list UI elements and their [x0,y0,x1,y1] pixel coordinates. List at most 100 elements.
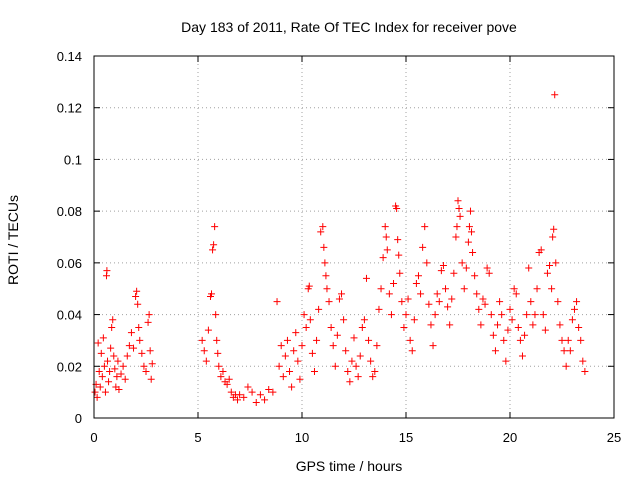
data-point [377,285,385,293]
data-point [406,336,414,344]
data-point [252,398,260,406]
data-point [465,223,473,231]
y-tick-label: 0.06 [57,256,82,271]
data-point [121,375,129,383]
data-point [496,298,504,306]
data-point [348,357,356,365]
data-point [537,246,545,254]
y-axis-label: ROTI / TECUs [5,195,21,285]
data-point [108,324,116,331]
data-point [381,223,389,231]
data-point [521,331,529,339]
data-point [211,223,219,231]
plot-frame [93,55,615,419]
data-point [358,324,366,331]
data-point [464,238,472,246]
x-tick-label: 5 [194,430,201,445]
data-point [554,298,562,306]
data-point [408,347,416,355]
data-point [98,373,106,381]
data-point [512,290,520,298]
data-point [317,228,325,236]
data-point [110,352,118,360]
data-point [198,336,206,344]
data-point [570,305,578,313]
data-point [562,362,570,370]
data-point [200,347,208,355]
data-point [429,342,437,350]
data-point [277,342,285,350]
data-point [523,311,531,319]
data-point [455,205,463,213]
data-point [375,305,383,313]
data-point [382,233,390,241]
data-point [448,295,456,303]
data-point [466,207,474,215]
data-point [146,347,154,355]
data-point [579,357,587,365]
data-point [460,285,468,293]
data-point [550,225,558,233]
data-point [469,249,477,257]
data-point [329,342,337,350]
data-point [99,334,107,342]
data-point [387,311,395,319]
data-point [494,321,502,329]
data-point [133,287,141,295]
data-point [109,316,117,324]
data-point [508,316,516,324]
data-point [452,233,460,241]
data-point [566,347,574,355]
chart-title: Day 183 of 2011, Rate Of TEC Index for r… [181,19,517,35]
data-point [498,311,506,319]
data-point [373,342,381,350]
data-point [261,396,269,404]
data-point [93,393,101,401]
data-point [302,324,310,331]
data-point [147,375,155,383]
data-point [564,336,572,344]
data-point [477,321,485,329]
data-point [506,305,514,313]
data-point [518,352,526,360]
data-point [437,267,445,275]
data-point [362,274,370,282]
y-tick-label: 0 [75,411,82,426]
data-point [560,347,568,355]
data-point [256,391,264,399]
data-point [502,357,510,365]
data-point [214,349,222,357]
data-point [425,300,433,308]
data-point [504,326,512,334]
data-point [531,311,539,319]
data-point [140,362,148,370]
data-point [114,357,122,365]
data-point [475,305,483,313]
data-points [91,91,589,406]
data-point [248,388,256,396]
data-point [395,251,403,259]
data-point [138,349,146,357]
data-point [296,375,304,383]
data-point [322,272,330,280]
data-point [127,329,135,337]
data-point [290,347,298,355]
data-point [577,336,585,344]
data-point [283,336,291,344]
data-point [105,378,113,386]
data-point [319,223,327,231]
data-point [462,264,470,272]
data-point [202,357,210,365]
data-point [444,303,452,311]
data-point [308,349,316,357]
data-point [427,321,435,329]
tick-labels: 0 5 10 15 20 25 0 0.02 0.04 0.06 0.08 0.1 0.12 0.14 [57,49,622,445]
data-point [400,324,408,331]
data-point [546,261,554,269]
data-point [305,282,313,290]
data-point [306,316,314,324]
data-point [500,336,508,344]
data-point [136,336,144,344]
data-point [342,347,350,355]
data-point [338,290,346,298]
